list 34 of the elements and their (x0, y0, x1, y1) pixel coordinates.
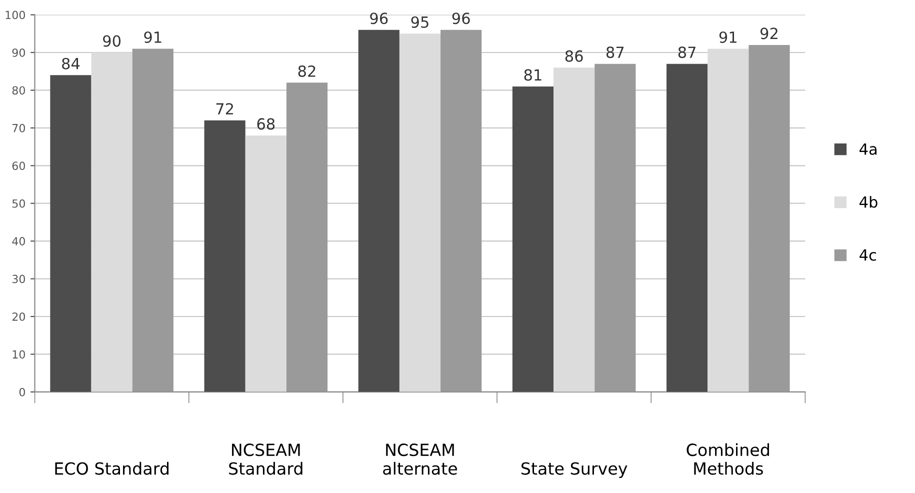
y-tick-label: 40 (12, 237, 26, 246)
x-tick-label: NCSEAM Standard (229, 444, 302, 475)
y-tick-label: 30 (12, 274, 26, 284)
data-label: 91 (144, 31, 162, 43)
data-label: 91 (719, 31, 736, 43)
legend-label: 4c (860, 249, 876, 261)
data-label: 96 (370, 12, 388, 24)
y-tick-label: 80 (12, 86, 26, 95)
data-label: 68 (257, 118, 275, 130)
legend-label: 4a (860, 143, 876, 155)
x-tick-label: Combined Methods (686, 443, 769, 475)
y-tick-label: 10 (12, 350, 26, 359)
y-tick-label: 60 (12, 162, 26, 170)
x-tick-label: NCSEAM alternate (383, 444, 457, 475)
data-label: 84 (62, 58, 80, 70)
data-label: 87 (678, 46, 696, 58)
data-label: 95 (411, 16, 428, 28)
y-tick-label: 70 (12, 124, 26, 132)
y-tick-label: 90 (12, 48, 26, 57)
data-label: 96 (452, 12, 470, 24)
y-tick-label: 0 (19, 388, 26, 396)
data-label: 86 (565, 50, 583, 62)
data-label: 90 (103, 35, 121, 47)
x-tick-label: State Survey (521, 462, 628, 478)
y-tick-label: 100 (6, 10, 26, 20)
y-tick-label: 20 (12, 312, 26, 321)
x-tick-label: ECO Standard (55, 462, 168, 475)
y-tick-label: 50 (12, 199, 26, 208)
data-label: 82 (298, 65, 316, 77)
data-label: 72 (216, 103, 233, 114)
data-label: 92 (760, 28, 778, 40)
legend-label: 4b (860, 196, 878, 208)
data-label: 81 (524, 69, 542, 81)
data-label: 87 (606, 46, 624, 58)
